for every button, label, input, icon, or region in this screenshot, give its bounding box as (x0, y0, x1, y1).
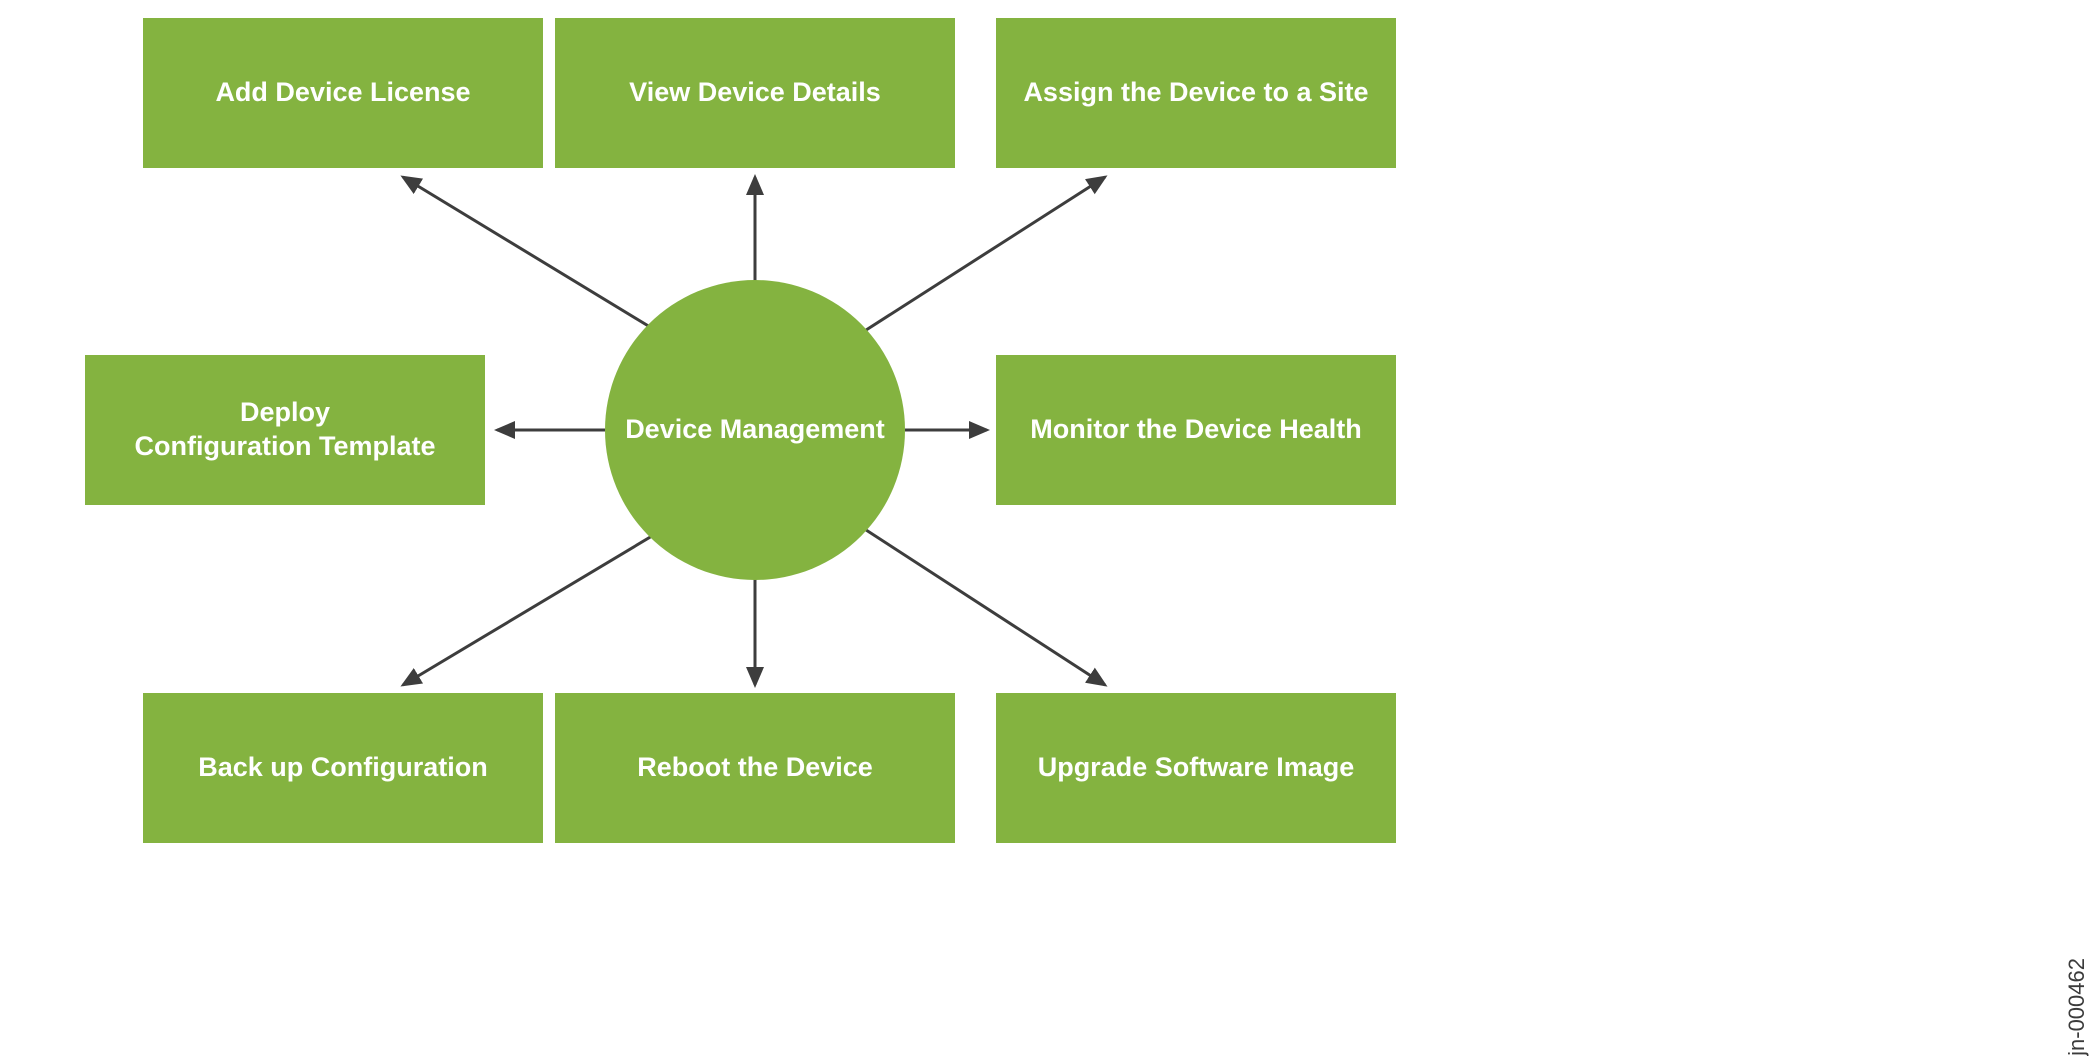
edge-assign-site (863, 177, 1105, 332)
diagram-canvas: Add Device License View Device Details Ass… (0, 0, 2100, 968)
node-reboot-device: Reboot the Device (555, 693, 955, 843)
node-deploy-config: Deploy Configuration Template (85, 355, 485, 505)
node-label: View Device Details (629, 76, 881, 110)
diagram-id-label: jn-000462 (2064, 958, 2090, 1056)
node-label: Device Management (625, 413, 885, 447)
node-label: Back up Configuration (198, 751, 488, 785)
node-label: Reboot the Device (637, 751, 873, 785)
node-assign-site: Assign the Device to a Site (996, 18, 1396, 168)
edge-add-license (403, 177, 655, 330)
node-view-details: View Device Details (555, 18, 955, 168)
edge-backup-config (403, 533, 657, 685)
node-monitor-health: Monitor the Device Health (996, 355, 1396, 505)
node-label: Add Device License (215, 76, 470, 110)
node-upgrade-image: Upgrade Software Image (996, 693, 1396, 843)
node-backup-config: Back up Configuration (143, 693, 543, 843)
node-label: Deploy Configuration Template (135, 396, 436, 464)
node-label: Assign the Device to a Site (1023, 76, 1368, 110)
node-label: Monitor the Device Health (1030, 413, 1362, 447)
node-add-license: Add Device License (143, 18, 543, 168)
node-label: Upgrade Software Image (1038, 751, 1355, 785)
node-center: Device Management (605, 280, 905, 580)
edge-upgrade-image (863, 528, 1105, 685)
